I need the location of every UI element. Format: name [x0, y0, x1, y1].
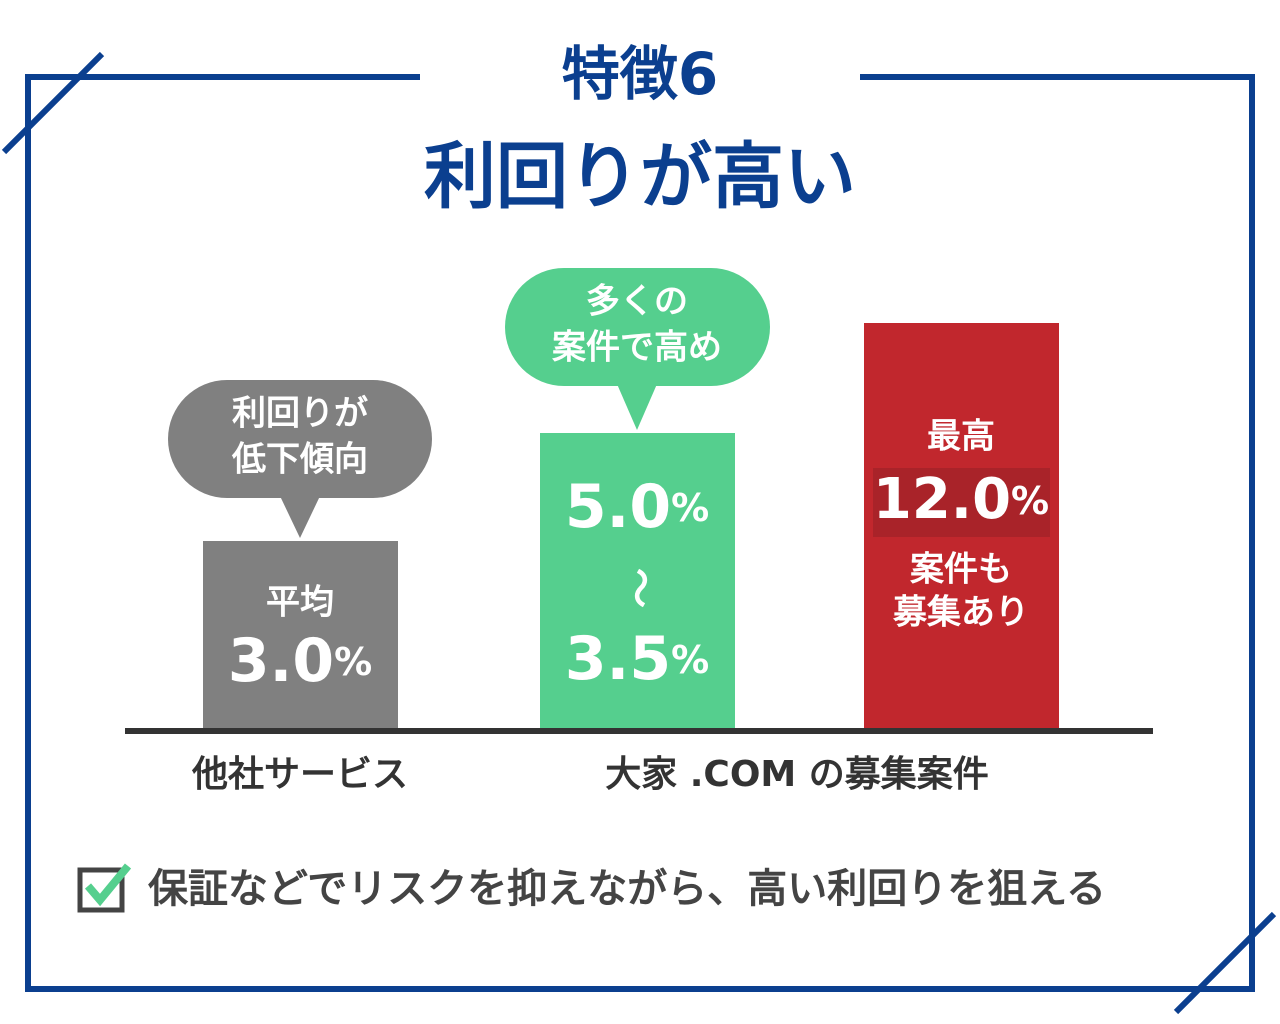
header-title: 利回りが高い [424, 135, 856, 219]
bubble-text: 案件で高め [552, 328, 722, 368]
bar-note: 案件も [910, 550, 1012, 590]
bubble-green [505, 268, 770, 430]
bar-gray [203, 541, 398, 729]
bar-value: 5.0% [565, 472, 709, 542]
checkbox-icon [77, 863, 132, 913]
bar-value: 3.5% [565, 624, 709, 694]
group-label: 他社サービス [191, 754, 408, 795]
bar-value: 12.0% [873, 467, 1049, 532]
bar-caption: 最高 [927, 417, 995, 457]
header-label: 特徴6 [562, 40, 718, 108]
bar-green [540, 433, 735, 729]
bubble-text: 多くの [586, 282, 688, 322]
bubble-text: 低下傾向 [231, 440, 368, 480]
frame [1, 51, 1277, 1015]
value-band [873, 468, 1050, 537]
bar-note: 募集あり [892, 593, 1029, 633]
footer-text: 保証などでリスクを抑えながら、高い利回りを狙える [148, 866, 1106, 912]
bar-value: 3.0% [228, 626, 372, 696]
bar-caption: 平均 [266, 583, 334, 623]
bubble-gray [168, 380, 432, 538]
bar-separator: 〜 [616, 568, 662, 608]
baseline [125, 728, 1153, 734]
group-label: 大家 .COM の募集案件 [605, 754, 989, 795]
bubble-text: 利回りが [232, 394, 368, 434]
